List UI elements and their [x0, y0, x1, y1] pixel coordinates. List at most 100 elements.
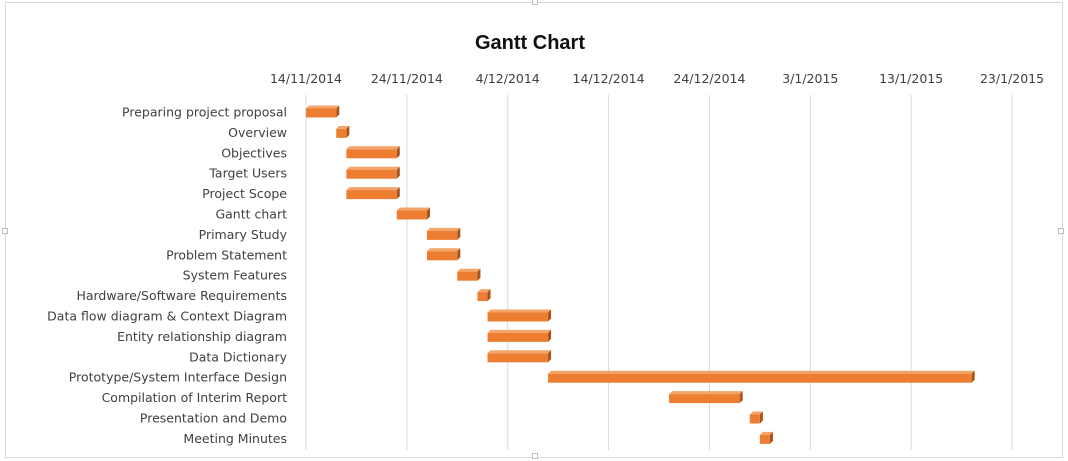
task-bar-side: [457, 227, 461, 240]
task-label: Data Dictionary: [189, 349, 288, 364]
task-bar: [487, 350, 552, 363]
task-bar-top: [346, 187, 400, 191]
task-bar-top: [396, 207, 431, 211]
task-label: System Features: [183, 268, 287, 283]
resize-handle-bottom[interactable]: [532, 453, 538, 459]
task-bar-side: [759, 411, 763, 424]
task-label: Data flow diagram & Context Diagram: [47, 309, 287, 324]
task-bar-front: [749, 414, 760, 424]
task-bar-top: [427, 227, 461, 231]
task-bar-front: [396, 210, 428, 220]
task-bar-top: [477, 289, 491, 293]
task-bar-top: [749, 411, 763, 415]
task-label: Compilation of Interim Report: [102, 390, 288, 405]
task-bar-top: [457, 268, 481, 272]
task-bar-top: [759, 431, 773, 435]
task-bar: [669, 391, 743, 404]
task-bar-top: [548, 370, 975, 374]
task-bar-front: [427, 230, 458, 240]
task-bar-side: [346, 125, 350, 138]
task-label: Preparing project proposal: [122, 105, 287, 120]
task-label: Hardware/Software Requirements: [76, 288, 287, 303]
x-axis-tick-labels: 14/11/2014 24/11/2014 4/12/2014 14/12/2014 2…: [270, 71, 1044, 86]
task-bar-top: [487, 309, 552, 313]
task-bar-front: [487, 353, 549, 363]
task-bar: [487, 329, 552, 342]
task-label: Problem Statement: [166, 247, 287, 262]
task-bar-side: [396, 187, 400, 200]
chart-title: Gantt Chart: [475, 32, 585, 54]
task-bar-side: [769, 431, 773, 444]
task-bar-side: [477, 268, 481, 281]
task-bar-side: [336, 105, 340, 118]
task-bar-front: [427, 251, 458, 261]
task-bar-top: [306, 105, 340, 109]
task-bar-front: [548, 373, 972, 383]
task-bar: [427, 227, 461, 240]
task-bar-side: [971, 370, 975, 383]
x-tick-label: 24/12/2014: [673, 71, 745, 86]
x-tick-label: 3/1/2015: [782, 71, 838, 86]
task-bar-front: [346, 149, 397, 159]
resize-handle-left[interactable]: [2, 228, 8, 234]
task-bar: [749, 411, 763, 424]
task-bar-top: [346, 166, 400, 170]
x-tick-label: 24/11/2014: [371, 71, 443, 86]
task-bar: [396, 207, 431, 220]
task-bar-front: [306, 108, 337, 118]
task-bar-side: [396, 146, 400, 159]
gridlines: [305, 95, 1013, 450]
task-bar: [427, 248, 461, 261]
task-bar: [306, 105, 340, 118]
task-bar: [346, 187, 400, 200]
task-bar-side: [427, 207, 431, 220]
x-tick-label: 23/1/2015: [980, 71, 1044, 86]
task-bar: [487, 309, 552, 322]
task-bar-top: [346, 146, 400, 150]
task-bar: [336, 125, 350, 138]
x-tick-label: 4/12/2014: [476, 71, 540, 86]
x-tick-label: 14/11/2014: [270, 71, 342, 86]
task-bar-side: [548, 350, 552, 363]
task-bar-top: [669, 391, 743, 395]
task-bar-top: [487, 329, 552, 333]
task-bar-side: [548, 309, 552, 322]
task-label: Project Scope: [202, 186, 287, 201]
task-label: Objectives: [221, 145, 287, 160]
task-bar-front: [346, 190, 397, 200]
task-bar-top: [487, 350, 552, 354]
resize-handle-top[interactable]: [532, 0, 538, 5]
task-bar-side: [457, 248, 461, 261]
task-bar: [346, 166, 400, 179]
task-bar-front: [346, 169, 397, 179]
task-bar: [759, 431, 773, 444]
task-bars: [306, 105, 975, 444]
task-label: Target Users: [208, 166, 287, 181]
task-bar-side: [739, 391, 743, 404]
task-bar-front: [477, 292, 488, 302]
task-label: Entity relationship diagram: [117, 329, 287, 344]
task-label: Gantt chart: [215, 207, 287, 222]
task-bar-front: [336, 128, 347, 138]
task-bar-front: [487, 332, 549, 342]
task-label: Prototype/System Interface Design: [69, 370, 287, 385]
task-bar-side: [487, 289, 491, 302]
task-bar-front: [759, 434, 770, 444]
x-tick-label: 13/1/2015: [879, 71, 943, 86]
category-labels: Preparing project proposal Overview Object…: [47, 105, 287, 446]
task-bar: [477, 289, 491, 302]
task-bar: [548, 370, 975, 383]
task-bar: [457, 268, 481, 281]
task-bar-front: [669, 394, 740, 404]
task-bar: [346, 146, 400, 159]
task-label: Meeting Minutes: [183, 431, 287, 446]
x-tick-label: 14/12/2014: [573, 71, 645, 86]
task-bar-front: [487, 312, 549, 322]
task-bar-top: [336, 125, 350, 129]
task-bar-side: [396, 166, 400, 179]
task-label: Overview: [228, 125, 287, 140]
resize-handle-right[interactable]: [1058, 228, 1064, 234]
task-bar-top: [427, 248, 461, 252]
task-bar-side: [548, 329, 552, 342]
